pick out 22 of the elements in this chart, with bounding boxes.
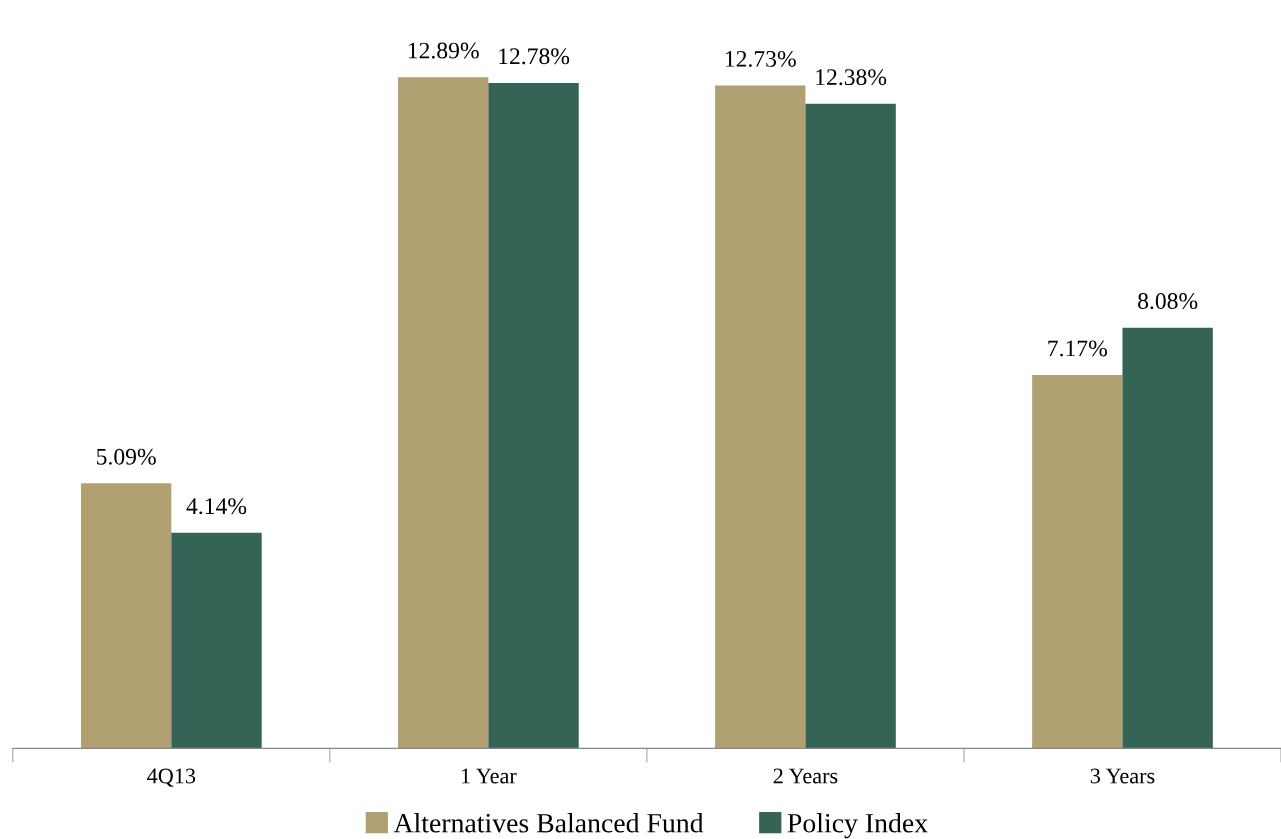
legend-label: Policy Index [787,813,928,839]
bar [398,77,489,749]
data-label: 7.17% [1048,340,1107,357]
bar [1032,375,1123,749]
bar [80,483,172,749]
x-tick-label: 3 Years [1090,768,1155,784]
data-label: 8.08% [1138,293,1198,310]
x-tick-label: 1 Year [461,768,517,784]
data-label: 12.89% [408,42,479,59]
bar [1122,327,1213,749]
data-label: 12.78% [499,48,570,65]
data-label: 12.73% [725,50,796,67]
x-tick-label: 2 Years [773,768,838,784]
data-label: 5.09% [97,448,156,465]
bar [488,82,579,749]
bar [805,103,896,749]
legend-label: Alternatives Balanced Fund [393,813,704,833]
data-label: 4.14% [186,498,247,515]
data-label: 12.38% [816,69,887,86]
bar [171,532,262,749]
x-tick-label: 4Q13 [147,768,196,787]
bar [715,85,806,749]
